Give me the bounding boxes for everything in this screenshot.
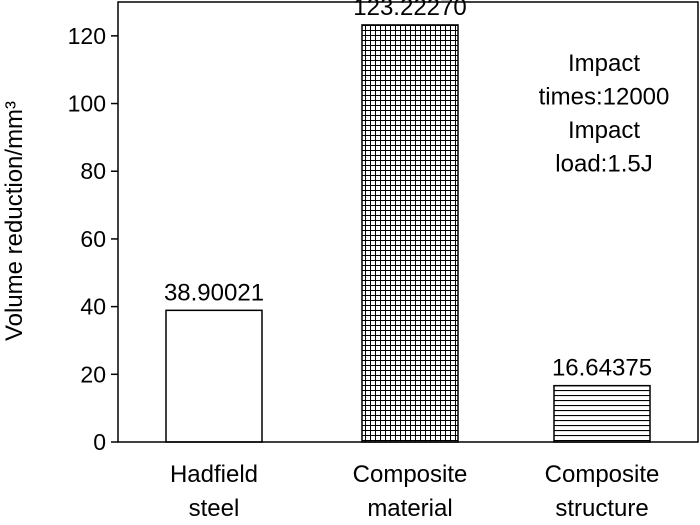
y-tick-label: 0 — [93, 429, 106, 455]
bar-value-label: 38.90021 — [164, 279, 264, 306]
annotation-line: load:1.5J — [555, 151, 652, 178]
y-axis-ticks: 0 20 40 60 80 100 120 — [68, 23, 118, 455]
bar-1 — [361, 24, 459, 443]
bar-2 — [553, 384, 651, 443]
y-axis-label: Volume reduction/mm³ — [1, 101, 28, 341]
annotation-line: Impact — [568, 117, 640, 144]
annotation-line: times:12000 — [539, 84, 670, 111]
y-tick-label: 40 — [80, 294, 106, 320]
category-label: Hadfield — [170, 461, 258, 488]
bar-value-label: 123.22270 — [353, 0, 466, 21]
category-labels: Hadfield steel Composite material Composite s… — [170, 461, 659, 522]
category-label: steel — [189, 495, 240, 522]
category-label: Composite — [545, 461, 660, 488]
plot-area-frame — [117, 1, 699, 443]
y-tick-label: 60 — [80, 226, 106, 252]
category-label: structure — [555, 495, 648, 522]
y-tick-label: 20 — [80, 361, 106, 387]
impact-annotation: Impact times:12000 Impact load:1.5J — [539, 50, 670, 178]
y-axis-title: Volume reduction/mm³ — [1, 101, 28, 341]
value-labels: 38.90021 123.22270 16.64375 — [164, 0, 652, 382]
category-label: material — [367, 495, 452, 522]
category-label: Composite — [353, 461, 468, 488]
bar-value-label: 16.64375 — [552, 355, 652, 382]
annotation-line: Impact — [568, 50, 640, 77]
y-tick-label: 100 — [68, 91, 106, 117]
bar-0 — [165, 309, 263, 443]
y-tick-label: 80 — [80, 158, 106, 184]
y-tick-label: 120 — [68, 23, 106, 49]
